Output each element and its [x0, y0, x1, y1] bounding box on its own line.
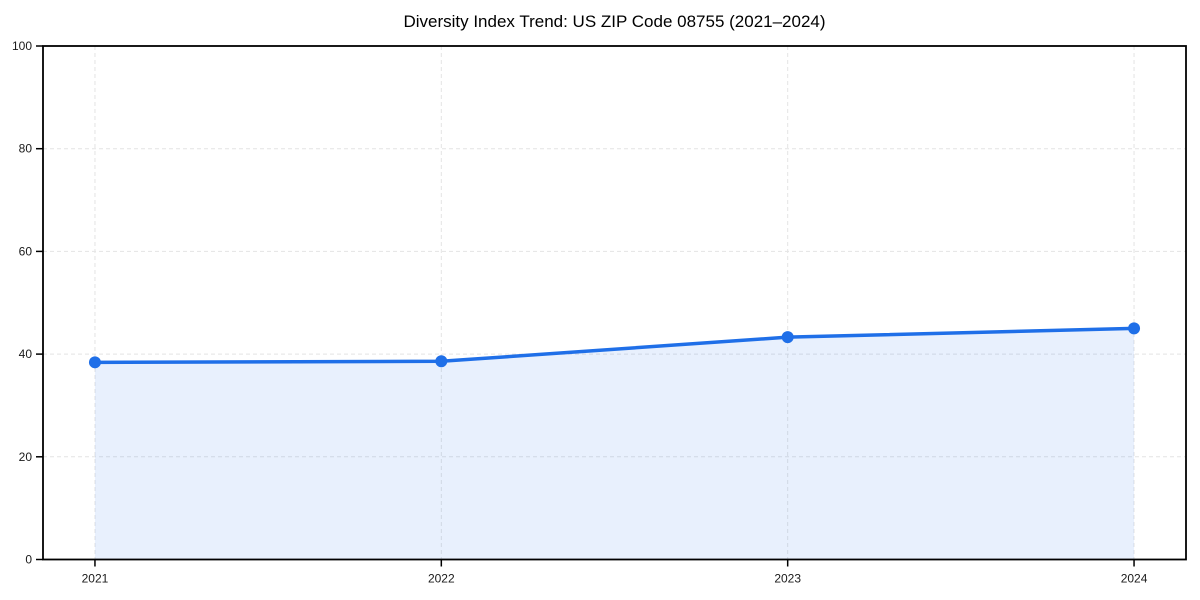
y-tick-label: 80 [19, 142, 33, 156]
data-point-2021 [88, 356, 101, 369]
x-tick-label: 2021 [82, 572, 109, 586]
x-tick-label: 2022 [428, 572, 455, 586]
y-tick-label: 60 [19, 244, 33, 258]
x-tick-label: 2023 [774, 572, 801, 586]
y-tick-label: 0 [25, 553, 32, 567]
area-fill [94, 328, 1135, 560]
chart-title: Diversity Index Trend: US ZIP Code 08755… [403, 12, 826, 31]
plot-border [42, 45, 1187, 561]
y-tick-label: 40 [19, 347, 33, 361]
y-tick-label: 100 [12, 39, 32, 53]
data-point-2024 [1128, 322, 1141, 335]
x-tick-label: 2024 [1121, 572, 1148, 586]
trend-line [93, 326, 1136, 365]
data-point-2022 [435, 355, 448, 368]
data-point-2023 [781, 331, 794, 344]
y-tick-label: 20 [19, 450, 33, 464]
